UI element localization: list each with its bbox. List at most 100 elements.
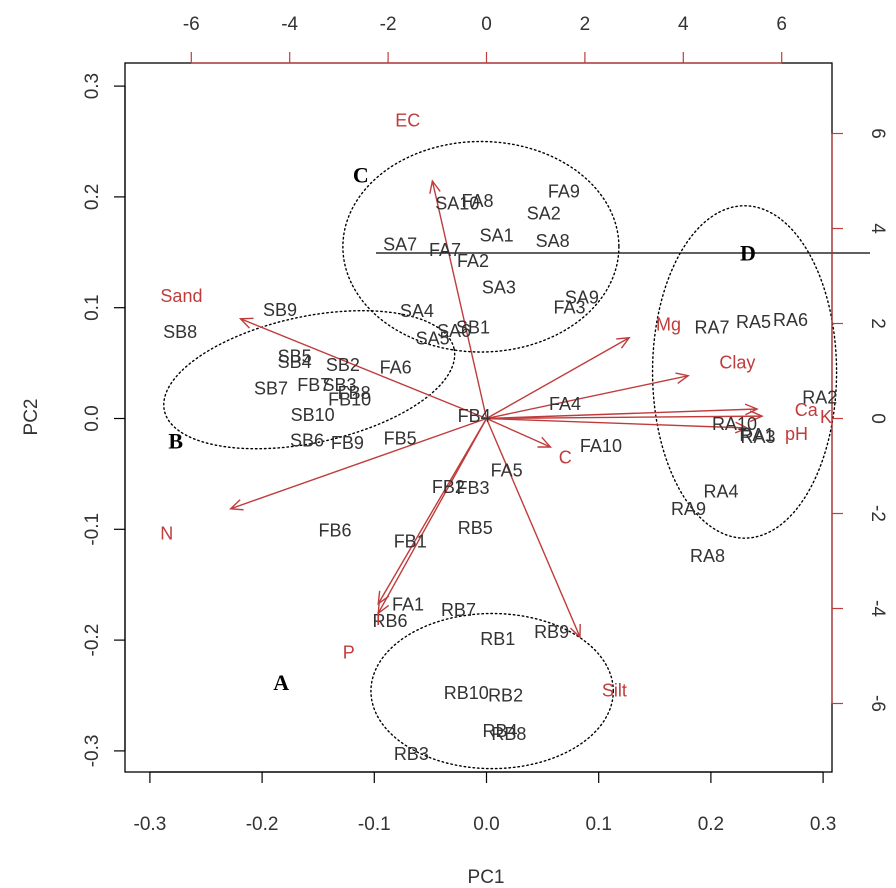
loading-arrow-k [486,415,763,420]
observation-label: SB5 [278,346,312,366]
observation-label: FB8 [338,383,371,403]
observation-label: FB2 [432,477,465,497]
top-tick-label: 2 [580,14,591,35]
observation-label: SA5 [416,329,450,349]
group-labels: A B C D [168,163,756,695]
loading-arrowhead-ph [734,421,749,434]
y-tick-label: -0.3 [82,735,103,768]
loading-arrow-mg [486,337,630,420]
loading-arrowhead-k [749,410,764,423]
observation-label: FA2 [457,251,489,271]
observation-label: FA4 [549,394,581,414]
loading-arrowhead-silt [569,623,581,639]
observation-label: FA1 [392,595,424,615]
right-tick-label: -2 [867,505,888,522]
observation-label: SA1 [480,226,514,246]
variable-label-clay: Clay [719,353,755,373]
observation-label: FB3 [457,478,490,498]
variable-label-sand: Sand [160,286,202,306]
observation-label: SB10 [291,405,335,425]
loading-arrowhead-p [377,600,390,615]
observation-label: FB4 [458,406,491,426]
observation-label: SB8 [163,322,197,342]
top-tick-label: -6 [183,14,200,35]
observation-label: FB1 [394,531,427,551]
observation-label: SB9 [263,300,297,320]
x-tick-label: -0.2 [246,814,279,835]
observation-label: FB5 [384,428,417,448]
observation-label: SB3 [323,375,357,395]
observation-label: FA7 [429,240,461,260]
observation-label: RA5 [736,312,771,332]
loading-arrowhead-i [377,590,390,606]
observation-label: FA10 [580,436,622,456]
observation-label: SA7 [383,234,417,254]
observation-label: FA6 [380,357,412,377]
group-label-c: C [353,163,369,188]
x-tick-label: 0.2 [698,814,724,835]
variable-label-ec: EC [395,110,420,130]
variable-label-silt: Silt [602,680,627,700]
y-tick-label: 0.1 [82,294,103,320]
observation-label: SB2 [326,355,360,375]
y-axis-title: PC2 [21,399,42,436]
observation-label: RB10 [444,683,489,703]
variable-label-c: C [559,448,572,468]
observation-label: RA3 [741,427,776,447]
loading-arrowhead-mg [616,336,631,349]
observation-label: SA8 [536,231,570,251]
observation-label: SA10 [435,193,479,213]
right-tick-label: 4 [867,223,888,234]
observation-label: RB8 [491,724,526,744]
loading-arrow-n [230,417,487,510]
x-tick-label: 0.0 [473,814,499,835]
right-tick-label: -4 [867,600,888,617]
observation-label: RA2 [802,387,837,407]
loading-arrows [229,179,764,639]
observation-label: RB9 [534,622,569,642]
right-tick-label: -6 [867,695,888,712]
observation-label: RA8 [690,546,725,566]
group-B-ellipse [163,309,456,450]
observation-label: RA7 [695,318,730,338]
observation-label: FB6 [319,520,352,540]
observation-label: RA4 [703,482,738,502]
right-tick-label: 2 [867,318,888,329]
observation-label: RB5 [458,518,493,538]
observation-label: SA6 [437,321,471,341]
loading-arrow-clay [486,375,689,420]
variable-label-ca: Ca [795,400,819,420]
group-ellipses [163,140,838,770]
loading-arrowhead-ca [744,403,759,416]
observation-label: FB7 [297,375,330,395]
x-tick-label: 0.3 [810,814,836,835]
observation-label: RB1 [480,629,515,649]
observation-label: RB3 [394,744,429,764]
y-tick-label: 0.2 [82,184,103,210]
variable-label-mg: Mg [656,315,681,335]
loading-arrow-ph [486,417,748,429]
x-tick-label: 0.1 [585,814,611,835]
observation-label: FB9 [331,433,364,453]
observation-label: SA4 [400,301,434,321]
observation-label: RB6 [373,611,408,631]
observation-label: RB4 [482,721,517,741]
variable-label-p: P [343,642,355,662]
loading-arrow-silt [485,418,581,638]
x-tick-label: -0.3 [134,814,167,835]
observation-label: FA3 [554,298,586,318]
loading-arrow-p [377,418,488,614]
observation-label: FA9 [548,181,580,201]
observation-label: RA6 [773,310,808,330]
group-label-d: D [740,240,756,265]
loading-arrow-ec [431,180,488,419]
variable-label-n: N [160,524,173,544]
observation-label: RA1 [739,425,774,445]
variable-labels: EC Sand Mg Clay Ca KpH C N I P Silt [160,110,832,700]
variable-label-i: I [376,609,381,629]
observation-label: RA9 [671,499,706,519]
observation-label: FB10 [328,390,371,410]
y-tick-label: 0.3 [82,73,103,99]
